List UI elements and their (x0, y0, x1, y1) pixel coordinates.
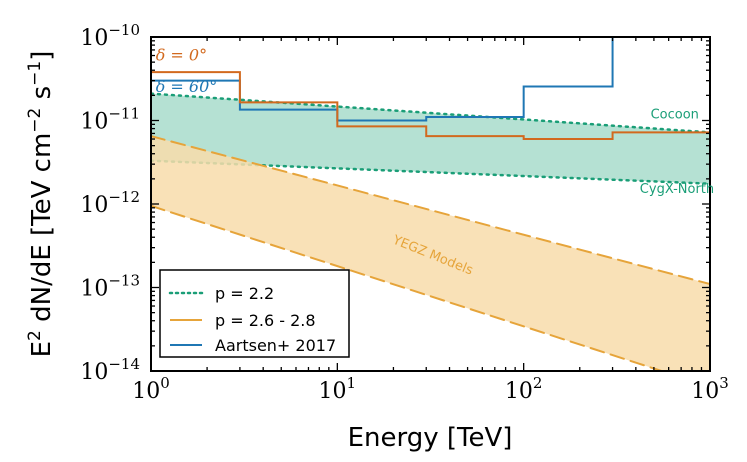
y-tick-label: 10−14 (80, 355, 140, 385)
legend: p = 2.2 p = 2.6 - 2.8 Aartsen+ 2017 (159, 269, 350, 358)
orange-step-line (151, 71, 710, 141)
band-p22-fill (151, 93, 710, 184)
y-tick-label: 10−11 (80, 105, 140, 135)
band-p26-lower-edge (151, 204, 665, 371)
x-tick-label: 101 (319, 374, 357, 404)
x-tick-label: 102 (505, 374, 543, 404)
x-tick-label: 103 (691, 374, 729, 404)
legend-label-p22: p = 2.2 (215, 284, 274, 303)
band-p26-upper-edge (151, 135, 710, 286)
band-p22-upper-edge (151, 92, 710, 134)
y-axis-label: E2 dN/dE [TeV cm−2 s−1] (25, 51, 57, 358)
delta-60-label: δ = 60° (156, 77, 218, 96)
cygx-north-label: CygX-North (640, 182, 714, 197)
cocoon-label: Cocoon (651, 108, 699, 123)
legend-label-aartsen: Aartsen+ 2017 (215, 336, 336, 355)
y-tick-label: 10−10 (80, 21, 140, 51)
x-tick-label: 100 (132, 374, 170, 404)
band-p26-fill (151, 136, 710, 371)
legend-label-p26: p = 2.6 - 2.8 (215, 311, 316, 330)
y-tick-label: 10−13 (80, 272, 140, 302)
aartsen-step-line (151, 37, 614, 122)
delta-0-label: δ = 0° (156, 46, 207, 65)
x-axis-label: Energy [TeV] (348, 423, 513, 453)
y-tick-label: 10−12 (80, 188, 140, 218)
legend-box (159, 269, 350, 358)
